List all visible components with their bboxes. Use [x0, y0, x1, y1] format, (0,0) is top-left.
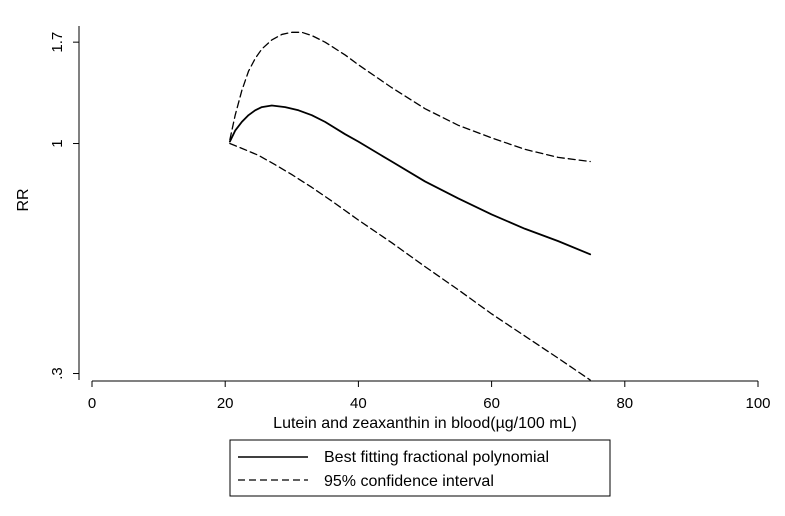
x-tick-label: 80 — [616, 395, 633, 412]
y-ticks: .3 1 1.7 — [49, 32, 79, 380]
x-axis-title: Lutein and zeaxanthin in blood(µg/100 mL… — [273, 415, 577, 432]
y-tick-label: .3 — [49, 367, 66, 380]
x-tick-label: 20 — [217, 395, 234, 412]
y-tick-label: 1 — [49, 139, 66, 147]
legend-label-ci: 95% confidence interval — [324, 473, 494, 490]
x-tick-label: 0 — [88, 395, 96, 412]
y-tick-label: 1.7 — [49, 32, 66, 53]
ci-lower-curve — [229, 142, 591, 381]
x-tick-label: 100 — [745, 395, 770, 412]
fit-curve — [228, 104, 592, 256]
series-layer — [228, 31, 592, 381]
ci-upper-curve — [229, 31, 591, 163]
x-tick-label: 60 — [483, 395, 500, 412]
legend-box — [229, 439, 611, 497]
x-ticks: 0 20 40 60 80 100 — [88, 381, 771, 412]
y-axis-title: RR — [15, 188, 32, 211]
legend-label-fit: Best fitting fractional polynomial — [324, 449, 549, 466]
legend: Best fitting fractional polynomial 95% c… — [229, 439, 611, 497]
x-tick-label: 40 — [350, 395, 367, 412]
